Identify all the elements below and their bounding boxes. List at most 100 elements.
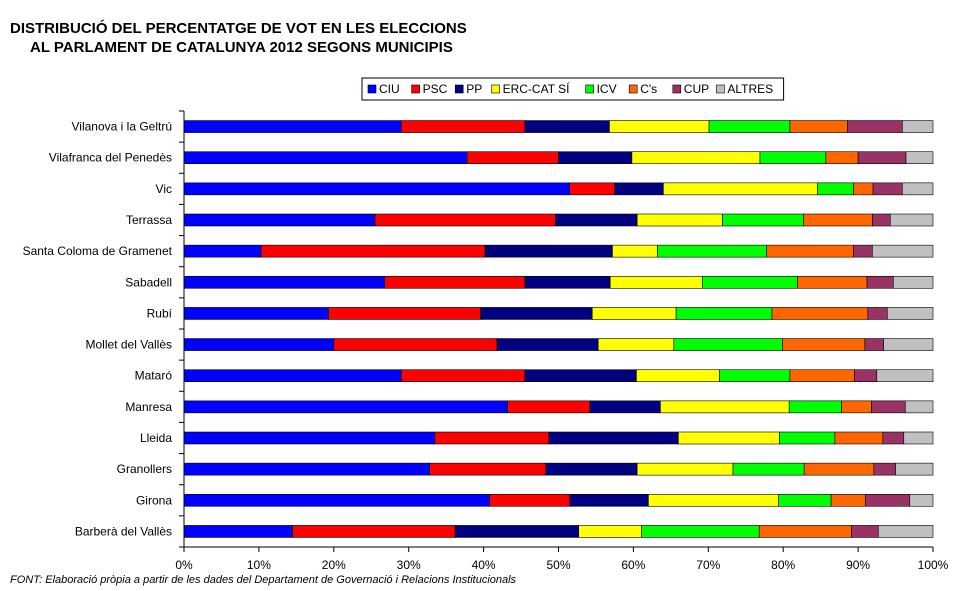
bar-segment [183,213,376,227]
bar-segment [555,213,638,227]
x-tick-label: 20% [322,558,346,572]
bar-segment [507,400,591,414]
bar-segment [673,338,783,351]
bar-segment [817,182,854,196]
bar-segment [871,400,906,414]
legend-item: PP [454,82,482,96]
bar-segment [903,431,934,445]
x-tick-label: 70% [696,558,720,572]
x-tick-label: 40% [472,558,496,572]
legend-label: C's [640,82,657,96]
bar-segment [847,120,903,133]
bar-segment [183,462,430,476]
bar-segment [183,307,329,320]
category-label: Lleida [140,431,172,445]
bar-group [183,307,934,320]
bar-segment [872,213,891,227]
bar-segment [183,275,386,289]
bar-segment [648,493,780,507]
category-label: Granollers [117,462,172,476]
bar-segment [883,338,934,351]
legend: CIU PSC PP ERC-CAT SÍ ICV C's CUP ALTRES [361,77,785,101]
bar-segment [834,431,884,445]
bar-segment [328,307,481,320]
bar-group [183,244,934,258]
bar-segment [183,493,490,507]
bar-segment [641,525,760,538]
legend-label: CIU [379,82,400,96]
x-tick-label: 90% [846,558,870,572]
category-label: Barberà del Vallès [75,524,172,538]
bar-segment [887,307,934,320]
bar-segment [789,369,855,383]
bar-segment [663,182,818,196]
bar-group [183,213,934,227]
bar-segment [374,213,556,227]
bar-segment [893,275,934,289]
bar-segment [909,493,934,507]
x-tick-label: 10% [247,558,271,572]
bar-segment [591,307,677,320]
bar-segment [631,151,761,165]
bar-segment [524,275,611,289]
bar-segment [657,244,768,258]
category-label: Vilafranca del Penedès [49,151,172,165]
bar-segment [854,369,878,383]
legend-label: ERC-CAT SÍ [503,81,571,96]
bar-group [183,431,934,445]
bar-segment [384,275,526,289]
bar-segment [803,462,875,476]
bar-segment [548,431,679,445]
bar-segment [660,400,790,414]
bar-segment [466,151,559,165]
legend-label: PSC [423,82,448,96]
category-label: Girona [136,493,172,507]
bar-segment [183,400,508,414]
legend-swatch [367,84,377,94]
bar-segment [864,338,884,351]
legend-item: ALTRES [716,82,773,96]
bar-segment [480,307,593,320]
category-label: Sabadell [125,275,172,289]
bar-segment [890,213,934,227]
category-label: Santa Coloma de Gramenet [23,244,173,258]
bar-segment [901,182,934,196]
bar-segment [183,182,571,196]
bar-segment [636,462,734,476]
bar-segment [872,244,934,258]
bar-segment [872,182,903,196]
category-label: Vic [156,182,172,196]
legend-label: ALTRES [727,82,773,96]
bar-group [183,400,934,414]
bar-group [183,275,934,289]
bar-segment [558,151,633,165]
bar-segment [779,431,836,445]
bar-segment [589,400,661,414]
bar-segment [873,462,896,476]
chart-title: DISTRIBUCIÓ DEL PERCENTATGE DE VOT EN LE… [10,20,467,37]
x-tick-label: 30% [397,558,421,572]
legend-swatch [585,84,594,94]
bar-segment [597,338,675,351]
bar-segment [496,338,599,351]
legend-item: ICV [585,82,617,96]
bar-segment [702,275,798,289]
chart-subtitle: AL PARLAMENT DE CATALUNYA 2012 SEGONS MU… [30,39,453,56]
bar-segment [183,244,262,258]
bar-segment [882,431,905,445]
bar-segment [678,431,780,445]
bar-segment [830,493,866,507]
bar-segment [260,244,486,258]
legend-item: CUP [672,82,709,96]
legend-box [361,77,785,101]
bar-segment [434,431,550,445]
x-tick-label: 60% [621,558,645,572]
bar-segment [183,120,402,133]
bar-segment [778,493,832,507]
bar-segment [719,369,791,383]
bar-segment [454,525,580,538]
legend-swatch [628,84,638,94]
category-label: Vilanova i la Geltrú [72,120,173,134]
bar-segment [545,462,638,476]
